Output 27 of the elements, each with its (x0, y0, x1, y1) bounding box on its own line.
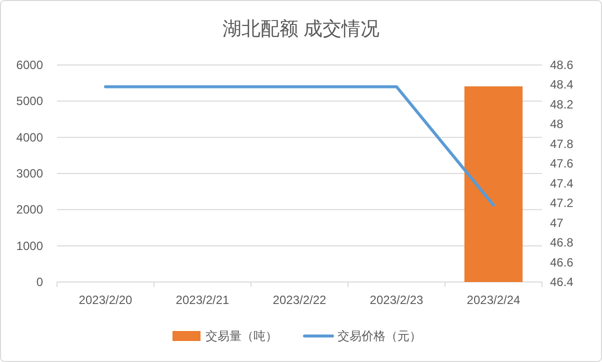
y2-tick-label: 48.4 (550, 78, 574, 92)
y2-tick-label: 47.6 (550, 156, 574, 171)
y-tick-label: 2000 (16, 202, 44, 217)
x-tick-label: 2023/2/22 (272, 293, 327, 307)
legend-label: 交易价格（元） (338, 329, 422, 343)
y-tick-label: 1000 (16, 238, 44, 253)
y2-tick-label: 47 (550, 216, 564, 230)
y2-tick-label: 46.6 (550, 255, 574, 270)
chart-title: 湖北配额 成交情况 (222, 18, 380, 40)
x-tick-label: 2023/2/21 (176, 293, 230, 307)
legend-label: 交易量（吨） (206, 329, 278, 343)
y-tick-label: 3000 (16, 166, 44, 180)
y-tick-label: 0 (36, 275, 44, 289)
y2-tick-label: 47.8 (550, 136, 574, 151)
y-tick-label: 6000 (16, 58, 44, 72)
x-tick-label: 2023/2/24 (466, 293, 521, 307)
x-tick-label: 2023/2/20 (78, 293, 133, 307)
y2-tick-label: 48.2 (550, 97, 574, 112)
y-tick-label: 4000 (16, 130, 44, 144)
y-tick-label: 5000 (16, 94, 44, 108)
x-tick-label: 2023/2/23 (370, 293, 424, 307)
y2-tick-label: 47.2 (550, 196, 574, 210)
y2-tick-label: 46.8 (550, 236, 574, 250)
y2-tick-label: 46.4 (550, 275, 574, 289)
y2-tick-label: 47.4 (550, 176, 574, 190)
y2-tick-label: 48 (550, 117, 564, 132)
y2-tick-label: 48.6 (550, 58, 574, 72)
